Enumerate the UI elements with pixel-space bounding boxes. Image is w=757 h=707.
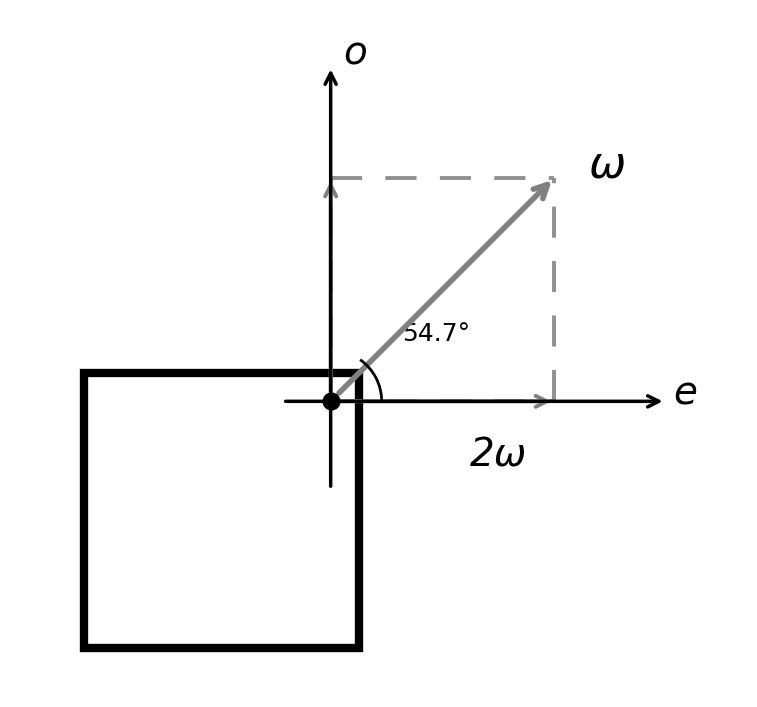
Text: 2ω: 2ω	[469, 436, 527, 474]
Text: o: o	[344, 35, 367, 73]
Text: ω: ω	[589, 144, 626, 187]
Text: e: e	[674, 374, 697, 412]
Text: 54.7°: 54.7°	[403, 322, 471, 346]
